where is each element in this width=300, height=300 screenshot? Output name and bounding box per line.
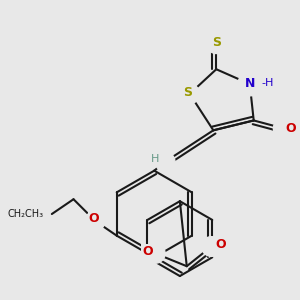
Circle shape — [238, 72, 262, 96]
Circle shape — [85, 211, 105, 231]
Text: H: H — [151, 154, 159, 164]
Circle shape — [146, 244, 165, 263]
Circle shape — [155, 152, 175, 172]
Text: O: O — [215, 238, 226, 251]
Text: S: S — [212, 36, 221, 49]
Text: O: O — [142, 245, 153, 258]
Text: N: N — [244, 76, 255, 89]
Text: S: S — [183, 86, 192, 99]
Circle shape — [202, 237, 221, 256]
Text: O: O — [286, 122, 296, 135]
Text: O: O — [89, 212, 100, 225]
Circle shape — [180, 84, 200, 104]
Circle shape — [273, 118, 293, 138]
Text: -H: -H — [261, 78, 274, 88]
Circle shape — [206, 34, 226, 53]
Text: CH₂CH₃: CH₂CH₃ — [8, 209, 44, 219]
